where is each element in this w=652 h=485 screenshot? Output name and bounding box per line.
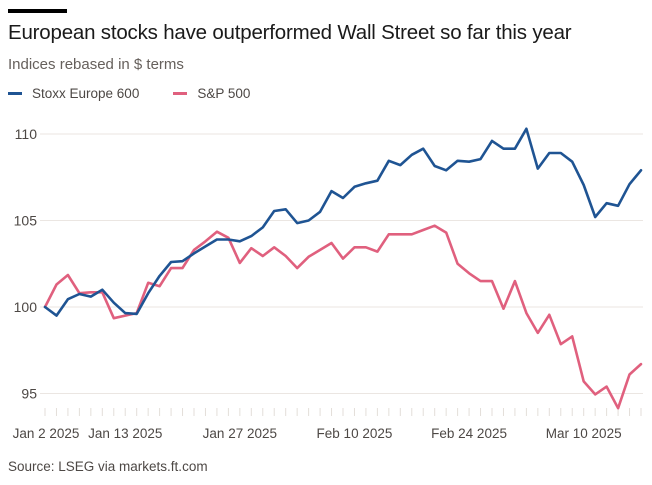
x-tick-label: Feb 10 2025 (317, 426, 393, 441)
y-tick-label-110: 110 (15, 126, 38, 142)
x-tick-label: Jan 13 2025 (88, 426, 162, 441)
source-note: Source: LSEG via markets.ft.com (8, 459, 208, 474)
chart-title: European stocks have outperformed Wall S… (8, 21, 572, 44)
chart-subtitle: Indices rebased in $ terms (8, 56, 184, 73)
y-axis-ticks: 95 100 105 110 (14, 126, 38, 402)
x-tick-label: Feb 24 2025 (431, 426, 507, 441)
y-tick-label-105: 105 (14, 213, 38, 229)
legend-swatch-sp500 (173, 92, 188, 95)
y-tick-label-100: 100 (14, 299, 38, 315)
legend-swatch-stoxx (8, 92, 22, 95)
series-line-sp-500 (43, 224, 643, 410)
y-tick-label-95: 95 (21, 386, 37, 402)
series-lines (43, 127, 643, 410)
legend-label-sp500: S&P 500 (197, 86, 251, 101)
legend-label-stoxx: Stoxx Europe 600 (32, 86, 140, 101)
gridlines (40, 133, 643, 394)
x-tick-label: Mar 10 2025 (546, 426, 622, 441)
series-line-stoxx-europe-600 (43, 127, 643, 317)
header-accent-bar (8, 9, 67, 13)
legend: Stoxx Europe 600 S&P 500 (8, 86, 250, 101)
legend-item-sp500: S&P 500 (173, 86, 250, 101)
x-axis: Jan 2 2025 Jan 13 2025 Jan 27 2025 Feb 10 2… (13, 408, 642, 441)
legend-item-stoxx: Stoxx Europe 600 (8, 86, 139, 101)
x-tick-label: Jan 2 2025 (13, 426, 80, 441)
x-tick-label: Jan 27 2025 (203, 426, 277, 441)
